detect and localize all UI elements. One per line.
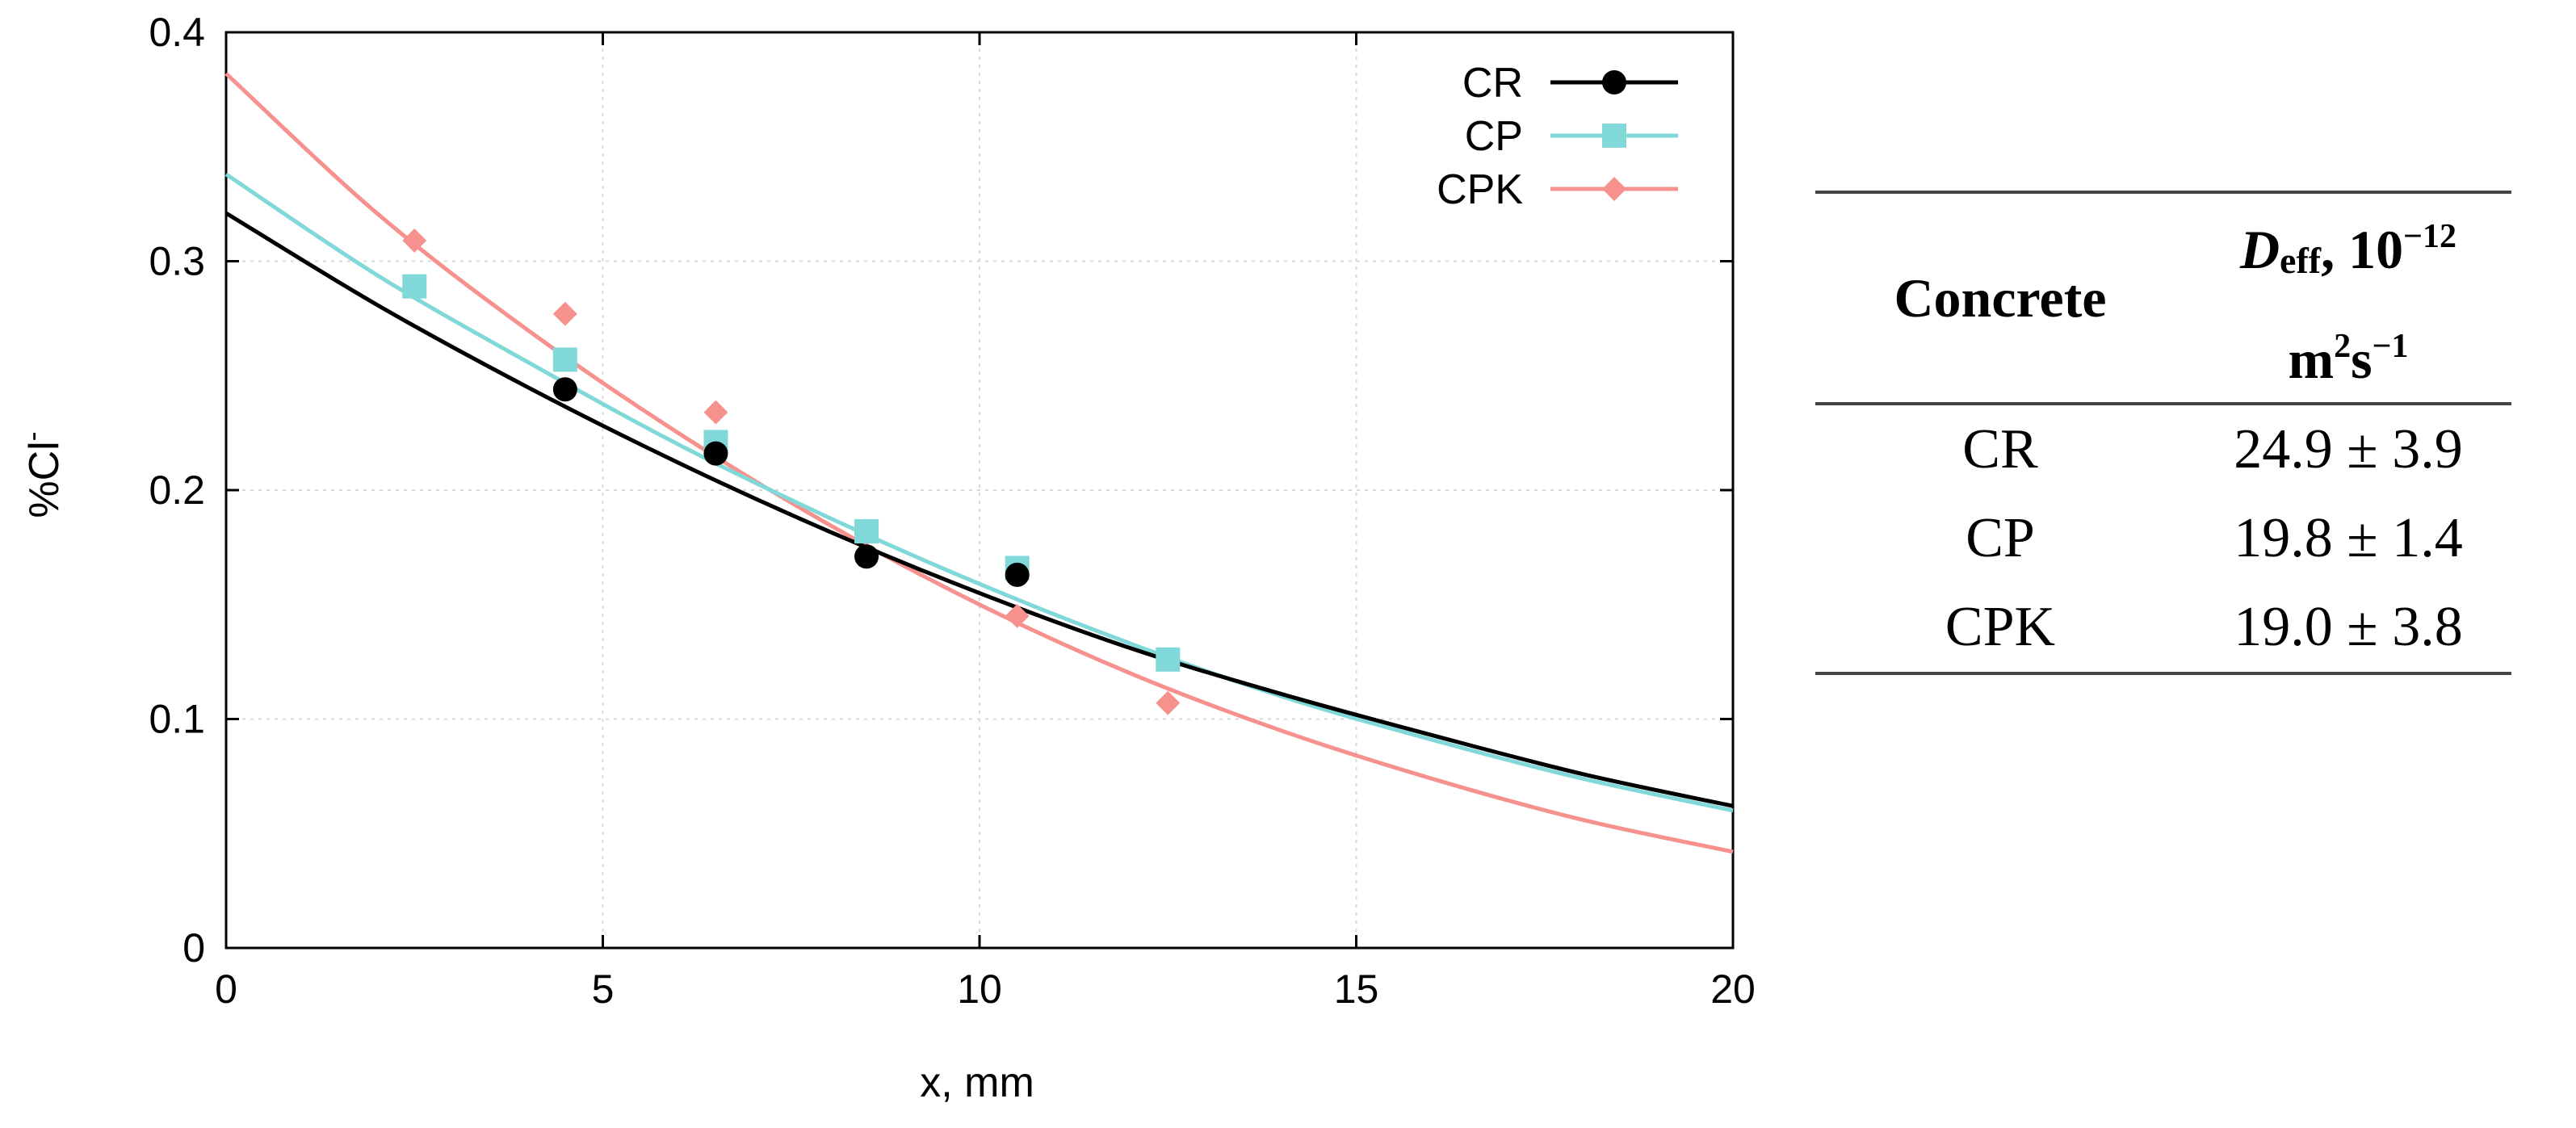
- x-axis-title: x, mm: [920, 1059, 1034, 1106]
- data-point-cpk: [703, 400, 728, 425]
- fit-curve-cpk: [224, 72, 1734, 854]
- axis-ticks: [224, 31, 1735, 950]
- legend-marker-cr: [1602, 70, 1626, 94]
- x-tick-label: 10: [957, 967, 1002, 1012]
- row-deff: 19.8 ± 1.4: [2234, 507, 2463, 569]
- grid-lines: [226, 32, 1733, 948]
- header-concrete: Concrete: [1894, 266, 2107, 329]
- data-point-cr: [703, 441, 728, 466]
- y-tick-label: 0: [183, 925, 205, 971]
- x-tick-label: 20: [1710, 967, 1756, 1012]
- data-point-cr: [854, 544, 879, 569]
- y-tick-label: 0.2: [149, 468, 205, 513]
- header-unit-s-exp: −1: [2372, 328, 2409, 365]
- diffusion-table: Concrete Deff, 10−12 m2s−1 CR 24.9 ± 3.9…: [1815, 191, 2511, 675]
- data-point-cpk: [552, 301, 577, 326]
- data-point-cpk: [1156, 690, 1181, 715]
- y-axis-title: %Cl-: [15, 431, 68, 518]
- table-row: CR 24.9 ± 3.9: [1815, 404, 2511, 494]
- row-concrete: CP: [1966, 507, 2035, 569]
- legend-label-cr: CR: [1462, 60, 1523, 107]
- data-point-cp: [552, 347, 577, 372]
- header-deff: Deff, 10−12 m2s−1: [2185, 192, 2511, 404]
- row-deff: 24.9 ± 3.9: [2234, 418, 2463, 480]
- legend-label-cpk: CPK: [1437, 166, 1523, 213]
- y-tick-label: 0.1: [149, 697, 205, 742]
- data-point-cp: [854, 519, 879, 544]
- legend-label-cp: CP: [1465, 113, 1523, 160]
- fit-curves: [224, 72, 1734, 854]
- y-tick-label: 0.3: [149, 239, 205, 284]
- header-unit-m-exp: 2: [2334, 328, 2352, 365]
- legend-marker-cp: [1602, 124, 1626, 148]
- legend: CR CP CPK: [1437, 60, 1678, 213]
- x-tick-label: 15: [1334, 967, 1379, 1012]
- deff-table: Concrete Deff, 10−12 m2s−1 CR 24.9 ± 3.9…: [1815, 191, 2511, 675]
- y-axis-title-main: %Cl: [21, 441, 68, 518]
- data-point-cr: [1005, 562, 1030, 587]
- data-points: [402, 229, 1181, 715]
- header-deff-rest: , 10: [2321, 219, 2404, 280]
- header-deff-exp: −12: [2403, 218, 2457, 255]
- y-tick-label: 0.4: [149, 10, 205, 55]
- chart: 0 5 10 15 20 0 0.1 0.2 0.3 0.4 CR CP CPK x, mm %Cl…: [15, 10, 1756, 1106]
- table-header-row: Concrete Deff, 10−12 m2s−1: [1815, 192, 2511, 404]
- data-point-cr: [552, 377, 577, 402]
- header-deff-sub: eff: [2280, 240, 2322, 281]
- row-deff: 19.0 ± 3.8: [2234, 596, 2463, 658]
- data-point-cpk: [1005, 603, 1030, 628]
- x-tick-labels: 0 5 10 15 20: [215, 967, 1756, 1012]
- data-point-cp: [402, 274, 427, 299]
- legend-marker-cpk: [1602, 177, 1626, 201]
- x-tick-label: 5: [592, 967, 615, 1012]
- row-concrete: CR: [1962, 418, 2038, 480]
- fit-curve-cp: [224, 172, 1734, 813]
- row-concrete: CPK: [1945, 596, 2056, 658]
- table-row: CP 19.8 ± 1.4: [1815, 494, 2511, 583]
- header-unit-m: m: [2288, 329, 2335, 390]
- data-point-cp: [1156, 647, 1181, 672]
- header-unit-s: s: [2351, 329, 2373, 390]
- fit-curve-cr: [224, 211, 1734, 808]
- x-tick-label: 0: [215, 967, 237, 1012]
- y-tick-labels: 0 0.1 0.2 0.3 0.4: [149, 10, 205, 971]
- header-deff-symbol: D: [2239, 219, 2280, 280]
- data-point-cpk: [402, 229, 427, 253]
- table-row: CPK 19.0 ± 3.8: [1815, 583, 2511, 673]
- y-axis-title-sup: -: [15, 431, 48, 441]
